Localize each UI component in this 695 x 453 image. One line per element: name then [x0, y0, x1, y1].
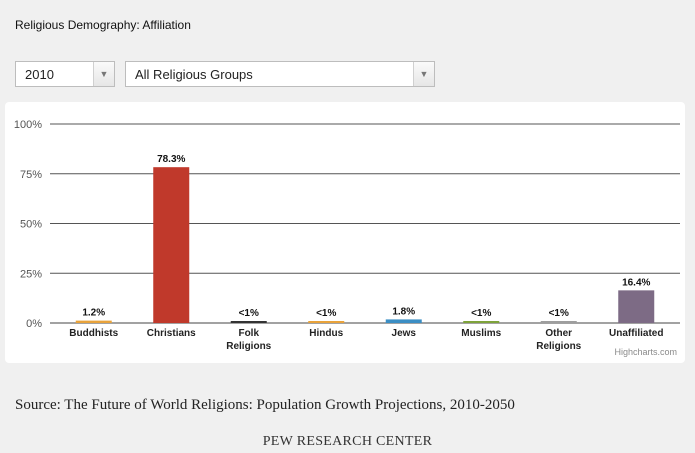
data-label: <1%: [471, 308, 491, 319]
x-tick-label: Muslims: [461, 328, 501, 339]
x-tick-label: Folk: [238, 328, 259, 339]
chevron-down-icon[interactable]: ▼: [93, 62, 114, 86]
bar: [230, 321, 267, 323]
source-note: Source: The Future of World Religions: P…: [15, 397, 515, 413]
page-title: Religious Demography: Affiliation: [15, 18, 191, 32]
x-tick-label: Jews: [392, 328, 417, 339]
footer-brand: PEW RESEARCH CENTER: [262, 434, 433, 449]
x-tick-label: Religions: [226, 341, 271, 352]
bar: [75, 320, 112, 323]
group-select-value: All Religious Groups: [135, 66, 253, 82]
y-tick-label: 0%: [26, 318, 42, 330]
bar: [385, 319, 422, 323]
bar-chart: 0% 25% 50% 75% 100% 1.2% Buddhists 78.3% Christi…: [14, 119, 680, 352]
year-select[interactable]: 2010 ▼: [15, 61, 115, 87]
data-label: 1.8%: [392, 306, 415, 317]
x-tick-label: Buddhists: [69, 328, 118, 339]
x-tick-label: Unaffiliated: [609, 328, 663, 339]
bar: [540, 321, 577, 323]
bar: [153, 167, 190, 323]
y-tick-label: 100%: [14, 119, 42, 131]
data-label: <1%: [239, 308, 259, 319]
data-label: 16.4%: [622, 277, 650, 288]
data-label: <1%: [316, 308, 336, 319]
y-tick-label: 75%: [20, 169, 42, 181]
chevron-down-icon[interactable]: ▼: [413, 62, 434, 86]
chart-panel: 0% 25% 50% 75% 100% 1.2% Buddhists 78.3% Christi…: [5, 102, 685, 363]
x-tick-label: Other: [545, 328, 572, 339]
y-tick-label: 50%: [20, 219, 42, 231]
data-label: 1.2%: [82, 308, 105, 319]
year-select-value: 2010: [25, 66, 54, 82]
bar: [618, 290, 655, 323]
religious-group-select[interactable]: All Religious Groups ▼: [125, 61, 435, 87]
bar: [308, 321, 345, 323]
data-label: <1%: [549, 308, 569, 319]
x-tick-label: Religions: [536, 341, 581, 352]
y-tick-label: 25%: [20, 268, 42, 280]
x-tick-label: Hindus: [309, 328, 343, 339]
bar: [463, 321, 500, 323]
data-label: 78.3%: [157, 154, 185, 165]
highcharts-credits[interactable]: Highcharts.com: [614, 347, 677, 357]
x-tick-label: Christians: [147, 328, 196, 339]
